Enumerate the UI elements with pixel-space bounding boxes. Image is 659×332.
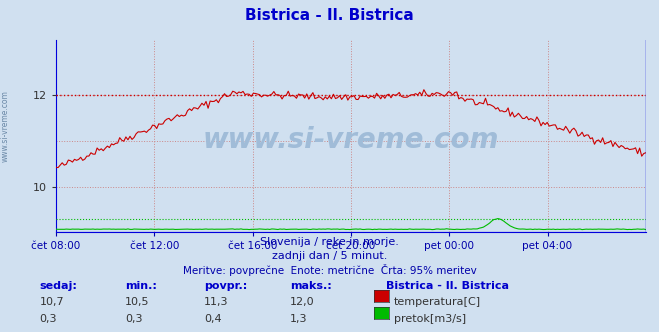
Text: 10,7: 10,7	[40, 297, 64, 307]
Text: Slovenija / reke in morje.: Slovenija / reke in morje.	[260, 237, 399, 247]
Text: min.:: min.:	[125, 281, 157, 290]
Text: www.si-vreme.com: www.si-vreme.com	[203, 126, 499, 154]
Text: 11,3: 11,3	[204, 297, 229, 307]
Text: povpr.:: povpr.:	[204, 281, 248, 290]
Text: Bistrica - Il. Bistrica: Bistrica - Il. Bistrica	[245, 8, 414, 23]
Text: zadnji dan / 5 minut.: zadnji dan / 5 minut.	[272, 251, 387, 261]
Text: 0,3: 0,3	[125, 314, 143, 324]
Text: pretok[m3/s]: pretok[m3/s]	[394, 314, 466, 324]
Text: 0,3: 0,3	[40, 314, 57, 324]
Text: www.si-vreme.com: www.si-vreme.com	[1, 90, 10, 162]
Text: Bistrica - Il. Bistrica: Bistrica - Il. Bistrica	[386, 281, 509, 290]
Text: 12,0: 12,0	[290, 297, 314, 307]
Text: 10,5: 10,5	[125, 297, 150, 307]
Text: Meritve: povprečne  Enote: metrične  Črta: 95% meritev: Meritve: povprečne Enote: metrične Črta:…	[183, 264, 476, 276]
Text: sedaj:: sedaj:	[40, 281, 77, 290]
Text: 0,4: 0,4	[204, 314, 222, 324]
Text: maks.:: maks.:	[290, 281, 331, 290]
Text: temperatura[C]: temperatura[C]	[394, 297, 481, 307]
Text: 1,3: 1,3	[290, 314, 308, 324]
